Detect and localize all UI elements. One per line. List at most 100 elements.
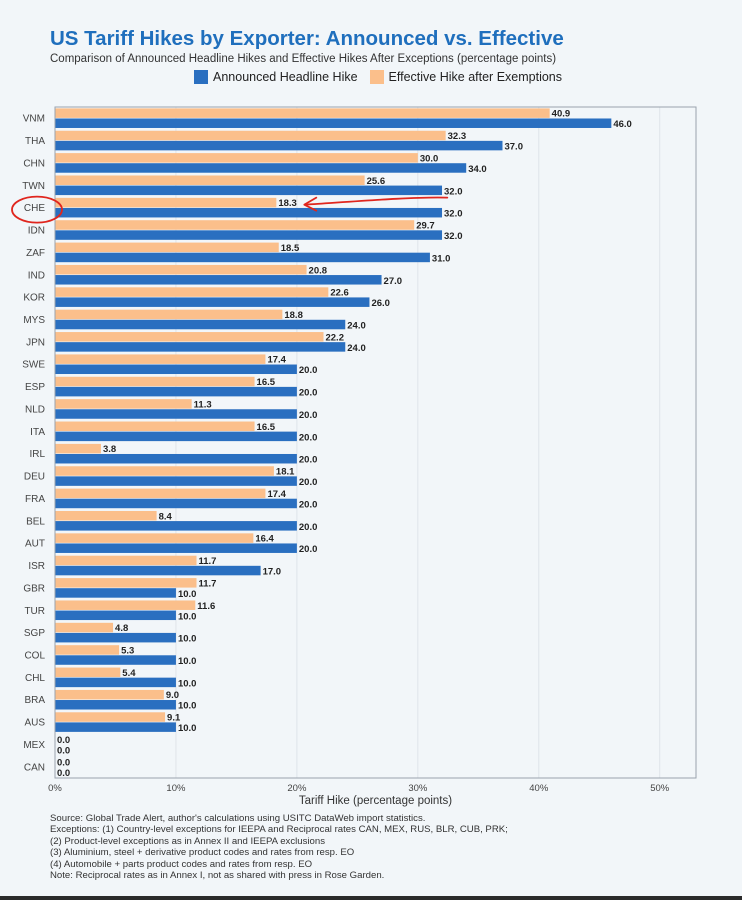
bar-announced bbox=[55, 610, 176, 621]
legend-item-announced: Announced Headline Hike bbox=[194, 70, 358, 84]
bar-effective bbox=[55, 555, 197, 566]
bar-announced bbox=[55, 297, 370, 307]
bar-effective bbox=[55, 399, 192, 409]
data-label-effective: 9.0 bbox=[166, 690, 179, 701]
bar-effective bbox=[55, 689, 164, 700]
data-label-announced: 32.0 bbox=[444, 209, 463, 220]
data-label-announced: 20.0 bbox=[299, 499, 318, 510]
y-tick-label: DEU bbox=[24, 472, 45, 483]
data-label-effective: 18.3 bbox=[278, 198, 297, 209]
bar-announced bbox=[55, 655, 176, 665]
bar-effective bbox=[55, 443, 101, 454]
data-label-effective: 9.1 bbox=[167, 713, 181, 724]
data-label-effective: 5.3 bbox=[121, 645, 134, 656]
annotation-circle bbox=[11, 195, 63, 224]
data-label-announced: 10.0 bbox=[178, 589, 197, 600]
data-label-announced: 26.0 bbox=[371, 298, 390, 309]
y-tick-label: ISR bbox=[28, 561, 45, 572]
bar-effective bbox=[55, 712, 166, 722]
bar-announced bbox=[55, 588, 176, 598]
data-label-effective: 18.8 bbox=[284, 310, 303, 321]
data-label-announced: 32.0 bbox=[444, 186, 463, 197]
bar-effective bbox=[55, 600, 196, 610]
bar-announced bbox=[55, 632, 176, 643]
bar-announced bbox=[55, 163, 467, 173]
y-tick-label: CHN bbox=[23, 158, 45, 169]
y-tick-label: BEL bbox=[26, 516, 45, 527]
y-tick-label: AUT bbox=[25, 539, 45, 550]
bar-announced bbox=[55, 700, 176, 710]
data-label-effective: 16.4 bbox=[255, 534, 274, 545]
note-line: Source: Global Trade Alert, author's cal… bbox=[50, 813, 426, 824]
bar-announced bbox=[55, 185, 443, 196]
note-line: (2) Product-level exceptions as in Annex… bbox=[50, 835, 325, 847]
data-label-effective: 16.5 bbox=[257, 422, 276, 433]
legend: Announced Headline Hike Effective Hike a… bbox=[194, 70, 574, 84]
note-line: Exceptions: (1) Country-level exceptions… bbox=[50, 824, 508, 836]
data-label-announced: 20.0 bbox=[299, 410, 318, 421]
bar-effective bbox=[55, 153, 418, 163]
bar-announced bbox=[55, 476, 297, 486]
data-label-announced: 0.0 bbox=[57, 745, 70, 756]
legend-item-effective: Effective Hike after Exemptions bbox=[369, 70, 562, 84]
annotation-arrow-head bbox=[303, 196, 318, 212]
y-tick-label: ITA bbox=[30, 427, 45, 438]
bar-effective bbox=[55, 533, 254, 543]
bar-effective bbox=[55, 242, 279, 253]
data-label-effective: 22.6 bbox=[330, 288, 349, 299]
data-label-effective: 11.3 bbox=[194, 399, 212, 410]
y-tick-label: MYS bbox=[23, 315, 45, 326]
data-label-announced: 32.0 bbox=[444, 231, 463, 242]
data-label-effective: 22.2 bbox=[325, 332, 344, 343]
y-tick-label: NLD bbox=[25, 404, 45, 415]
data-label-announced: 20.0 bbox=[299, 388, 318, 399]
bar-announced bbox=[55, 565, 261, 576]
data-label-announced: 24.0 bbox=[347, 343, 366, 354]
data-label-announced: 46.0 bbox=[613, 119, 632, 130]
legend-label-announced: Announced Headline Hike bbox=[213, 70, 358, 84]
legend-swatch-effective bbox=[369, 70, 384, 84]
data-label-effective: 18.1 bbox=[276, 467, 295, 478]
bar-effective bbox=[55, 421, 255, 432]
y-tick-label: SWE bbox=[22, 360, 45, 371]
data-label-effective: 5.4 bbox=[122, 668, 136, 679]
bar-effective bbox=[55, 108, 550, 118]
bar-effective bbox=[55, 510, 157, 521]
legend-swatch-announced bbox=[194, 70, 208, 84]
y-tick-label: BRA bbox=[24, 695, 45, 706]
source-notes: Source: Global Trade Alert, author's cal… bbox=[50, 813, 508, 881]
data-label-announced: 20.0 bbox=[299, 365, 318, 376]
y-tick-label: IND bbox=[28, 270, 45, 281]
data-label-announced: 31.0 bbox=[432, 253, 451, 264]
plot-frame bbox=[54, 106, 697, 779]
bar-announced bbox=[55, 431, 297, 442]
bar-effective bbox=[55, 332, 324, 342]
annotation-arrow-line bbox=[304, 196, 449, 206]
data-label-effective: 17.4 bbox=[267, 355, 286, 366]
data-label-announced: 10.0 bbox=[178, 701, 197, 712]
bar-announced bbox=[55, 140, 503, 151]
bar-announced bbox=[55, 409, 297, 419]
bar-effective bbox=[55, 175, 365, 185]
bar-effective bbox=[55, 466, 274, 476]
bar-announced bbox=[55, 230, 443, 240]
bottom-strip bbox=[0, 896, 742, 900]
data-label-announced: 10.0 bbox=[178, 723, 197, 734]
y-tick-label: COL bbox=[24, 650, 45, 661]
y-tick-label: IDN bbox=[28, 226, 45, 237]
data-label-announced: 10.0 bbox=[178, 678, 197, 689]
data-label-announced: 20.0 bbox=[299, 477, 318, 488]
data-label-announced: 10.0 bbox=[178, 611, 197, 622]
y-tick-label: SGP bbox=[24, 628, 45, 639]
data-label-announced: 20.0 bbox=[299, 522, 318, 533]
data-label-announced: 34.0 bbox=[468, 164, 487, 175]
bar-announced bbox=[55, 453, 297, 464]
y-tick-label: CAN bbox=[24, 762, 45, 773]
bar-announced bbox=[55, 722, 176, 732]
bar-effective bbox=[55, 645, 120, 655]
y-tick-label: ZAF bbox=[26, 248, 45, 259]
bar-announced bbox=[55, 386, 297, 397]
data-label-effective: 18.5 bbox=[281, 243, 300, 254]
data-label-announced: 17.0 bbox=[263, 567, 282, 578]
data-label-effective: 8.4 bbox=[159, 511, 173, 522]
